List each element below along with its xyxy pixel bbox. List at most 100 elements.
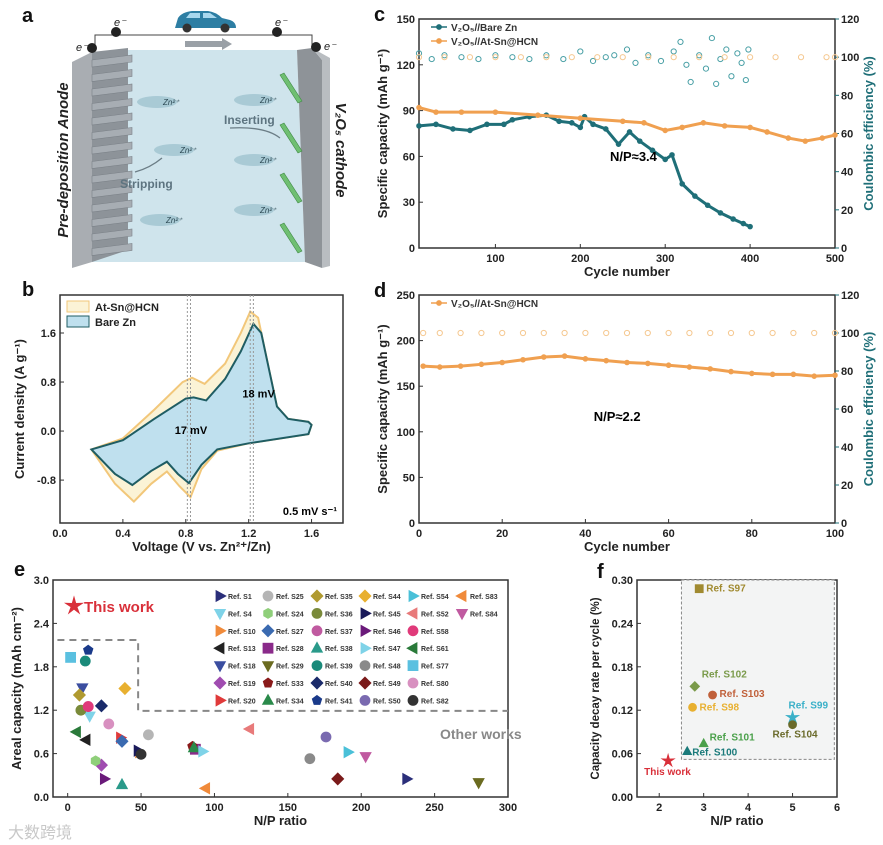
data-point (641, 120, 647, 126)
y-tick-label: 3.0 (34, 575, 49, 587)
legend-marker (311, 625, 323, 637)
legend-marker (215, 589, 227, 603)
data-point (82, 701, 94, 712)
cathode-layers (279, 72, 303, 254)
x-tick-label: 0 (416, 528, 422, 540)
data-point (702, 65, 710, 72)
data-point (694, 584, 704, 594)
data-point (679, 181, 685, 187)
data-point (811, 329, 818, 337)
legend-marker (262, 642, 274, 654)
legend-marker (215, 624, 227, 637)
y-axis-label: Specific capacity (mAh g⁻¹) (375, 49, 390, 218)
zinc-ion (234, 94, 274, 106)
legend-label: Ref. S27 (276, 629, 304, 636)
zinc-ion-label: Zn²⁺ (259, 206, 277, 215)
legend-marker (360, 642, 372, 655)
x-tick-label: 0.4 (115, 528, 131, 540)
data-point (568, 54, 575, 61)
legend-marker (262, 677, 274, 688)
np-ratio-annotation: N/P≈2.2 (594, 409, 641, 424)
data-point (649, 147, 656, 154)
data-point (540, 354, 547, 360)
data-point (696, 54, 703, 61)
data-point (569, 120, 575, 126)
stripping-label: Stripping (120, 177, 173, 191)
x-axis-label: N/P ratio (254, 813, 307, 828)
y-tick-label: 0 (409, 243, 415, 255)
data-point (679, 124, 685, 131)
x-axis-label: N/P ratio (710, 813, 763, 828)
data-point (520, 356, 526, 363)
anode-layer (91, 170, 133, 184)
legend-label: Ref. S10 (228, 629, 256, 636)
panel-label-d: d (374, 280, 386, 302)
legend-label: Ref. S82 (421, 698, 449, 705)
x-tick-label: 50 (135, 802, 147, 814)
data-point (704, 202, 711, 209)
plot-frame (59, 294, 344, 524)
electron-label: e⁻ (324, 41, 337, 53)
y-tick-label: 0.24 (612, 618, 634, 630)
electron-label: e⁻ (114, 17, 127, 29)
data-point (83, 644, 94, 655)
cathode-layer (279, 122, 303, 154)
watermark: 大数跨境 (8, 823, 72, 842)
legend-label: Ref. S4 (228, 611, 252, 618)
data-point (198, 745, 210, 758)
legend-marker (407, 695, 419, 706)
data-point (577, 124, 584, 131)
legend-marker (408, 589, 420, 603)
data-point (135, 748, 147, 760)
y-tick-label: 200 (397, 336, 415, 348)
point-label: Ref. S101 (710, 732, 755, 743)
cathode-layer (279, 222, 303, 254)
data-point (556, 118, 562, 125)
data-point (79, 733, 91, 747)
anode-layer (91, 127, 133, 140)
data-point (682, 745, 693, 756)
data-point (728, 368, 734, 375)
data-point (416, 104, 422, 111)
x-tick-label: 0.8 (178, 528, 193, 540)
data-point (615, 141, 622, 147)
y2-tick-label: 80 (841, 366, 853, 378)
data-point (624, 359, 630, 366)
data-point (728, 73, 735, 80)
panel-e-chart: 0 50 100 150 200 250 300 0.0 0.6 1.2 1.8 2.4 3.0 N/P … (9, 559, 522, 828)
data-point (433, 121, 439, 128)
data-point (499, 359, 506, 366)
car-icon (175, 11, 236, 33)
legend-marker (263, 607, 273, 619)
legend-label: At-Sn@HCN (95, 302, 159, 314)
legend-label: V₂O₅//Bare Zn (451, 23, 517, 34)
data-point (499, 329, 506, 337)
legend-label: Ref. S61 (421, 646, 449, 653)
y-tick-label: 1.8 (34, 662, 49, 674)
y-axis-label: Areal capacity (mAh cm⁻²) (9, 607, 24, 770)
x-tick-label: 400 (741, 253, 759, 265)
x-tick-label: 150 (279, 802, 297, 814)
data-point (769, 329, 776, 337)
electron-icon (111, 27, 121, 37)
data-point (331, 772, 345, 786)
electron-label: e⁻ (76, 42, 89, 54)
highlight-region (680, 579, 835, 760)
x-tick-label: 250 (425, 802, 443, 814)
y-tick-label: 30 (403, 197, 415, 209)
legend-marker (311, 660, 323, 671)
y-axis-label: Specific capacity (mAh g⁻¹) (375, 324, 390, 493)
data-point (457, 363, 464, 369)
cathode-layer (279, 72, 303, 104)
legend-label: Ref. S50 (373, 698, 401, 705)
legend-label: V₂O₅//At-Sn@HCN (451, 299, 538, 310)
y2-tick-label: 0 (841, 243, 847, 255)
y-tick-label: 120 (397, 60, 415, 72)
panel-b-chart: 0.0 0.4 0.8 1.2 1.6 -0.8 0.0 0.8 1.6 Voltage (V v… (12, 279, 344, 554)
legend-label: Ref. S19 (228, 681, 256, 688)
y2-tick-label: 40 (841, 442, 853, 454)
y-axis-label: Capacity decay rate per cycle (%) (590, 597, 602, 779)
data-point (686, 364, 693, 370)
y-tick-label: 1.2 (34, 705, 49, 717)
data-point (769, 371, 776, 378)
